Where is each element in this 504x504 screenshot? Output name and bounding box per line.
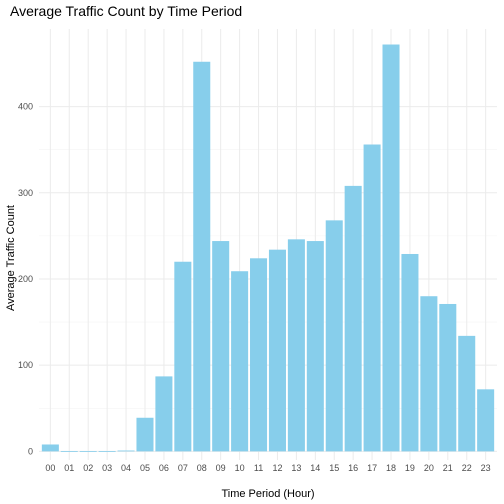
bar-09 [212,241,230,452]
y-axis-ticks: 0 100 200 300 400 [18,102,33,457]
x-axis-title: Time Period (Hour) [221,488,314,500]
bar-10 [231,271,249,452]
x-tick-label: 09 [216,463,226,473]
bar-01 [60,451,78,452]
x-tick-label: 13 [291,463,301,473]
bar-05 [136,417,154,452]
y-tick-label: 300 [18,188,33,198]
bars [41,44,495,452]
x-tick-label: 22 [462,463,472,473]
x-tick-label: 15 [329,463,339,473]
x-tick-label: 04 [121,463,131,473]
bar-15 [325,220,343,452]
y-tick-label: 100 [18,360,33,370]
bar-20 [420,296,438,452]
bar-08 [193,61,211,452]
y-tick-label: 400 [18,102,33,112]
bar-23 [477,389,495,452]
x-tick-label: 17 [367,463,377,473]
bar-14 [306,241,324,452]
x-tick-label: 08 [197,463,207,473]
x-tick-label: 06 [159,463,169,473]
bar-06 [155,376,173,452]
bar-22 [458,335,476,452]
x-tick-label: 23 [481,463,491,473]
bar-13 [287,239,305,452]
chart-title: Average Traffic Count by Time Period [10,3,242,19]
x-tick-label: 20 [424,463,434,473]
bar-18 [382,44,400,452]
x-tick-label: 10 [235,463,245,473]
bar-21 [439,303,457,452]
bar-02 [79,451,97,452]
bar-03 [98,451,116,452]
x-tick-label: 00 [45,463,55,473]
x-tick-label: 18 [386,463,396,473]
x-tick-label: 19 [405,463,415,473]
x-tick-label: 11 [254,463,263,473]
y-tick-label: 200 [18,274,33,284]
bar-19 [401,253,419,452]
y-axis-title: Average Traffic Count [5,205,17,311]
bar-16 [344,185,362,452]
x-tick-label: 02 [83,463,93,473]
x-axis-ticks: 00 01 02 03 04 05 06 07 08 09 10 11 12 13 14 15 16 17 18 19… [45,463,490,473]
bar-17 [363,144,381,452]
x-tick-label: 05 [140,463,150,473]
bar-11 [250,258,268,452]
bar-12 [268,249,286,452]
x-tick-label: 03 [102,463,112,473]
x-tick-label: 07 [178,463,188,473]
y-tick-label: 0 [28,446,33,456]
x-tick-label: 14 [310,463,320,473]
x-tick-label: 01 [64,463,74,473]
x-tick-label: 16 [348,463,358,473]
bar-07 [174,261,192,452]
x-tick-label: 12 [272,463,282,473]
bar-00 [41,444,59,452]
x-tick-label: 21 [443,463,453,473]
bar-04 [117,450,135,452]
